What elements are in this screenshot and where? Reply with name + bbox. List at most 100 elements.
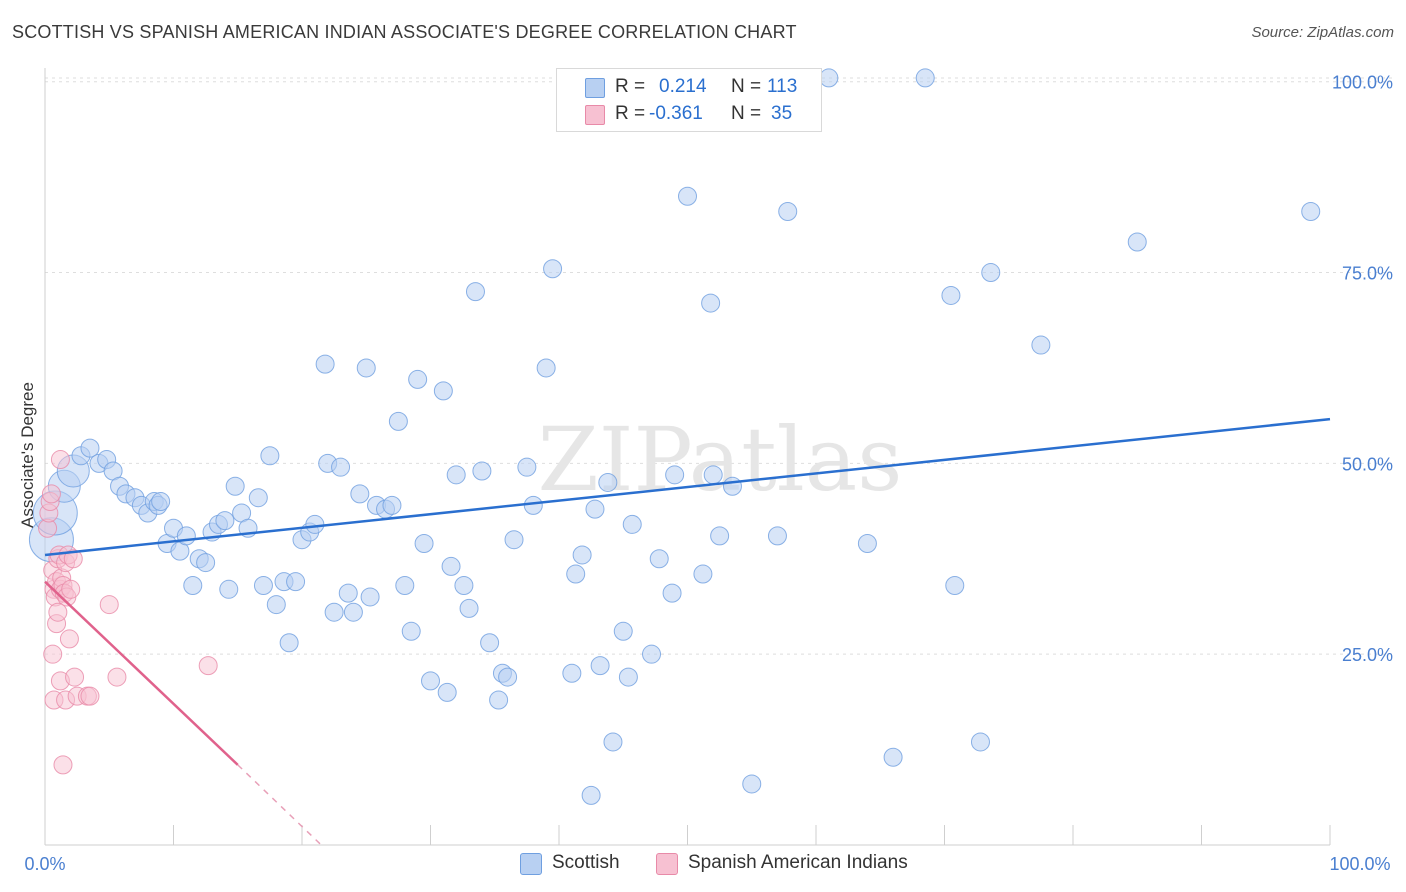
scottish-point xyxy=(382,495,402,515)
spanish-point xyxy=(65,667,85,687)
scottish-point xyxy=(1301,201,1321,221)
legend-r-value-spanish: -0.361 xyxy=(649,103,703,124)
scottish-point xyxy=(414,534,434,554)
scottish-point xyxy=(225,476,245,496)
scottish-point xyxy=(566,564,586,584)
scottish-point xyxy=(248,488,268,508)
spanish-point xyxy=(59,629,79,649)
scottish-point xyxy=(778,201,798,221)
scottish-point xyxy=(585,499,605,519)
scottish-point xyxy=(176,526,196,546)
scottish-point xyxy=(388,411,408,431)
scottish-point xyxy=(286,572,306,592)
scottish-point xyxy=(360,587,380,607)
spanish-point xyxy=(43,644,63,664)
scottish-point xyxy=(523,495,543,515)
scottish-point xyxy=(701,293,721,313)
spanish-point xyxy=(107,667,127,687)
scottish-point xyxy=(649,549,669,569)
scottish-point xyxy=(941,285,961,305)
scottish-point xyxy=(981,263,1001,283)
scottish-point xyxy=(80,438,100,458)
scottish-point xyxy=(421,671,440,691)
scottish-point xyxy=(408,369,428,389)
scottish-point xyxy=(603,732,623,752)
y-tick-label: 75.0% xyxy=(1342,264,1393,284)
legend-r-label: R = xyxy=(615,103,646,124)
legend-swatch-scottish xyxy=(585,78,605,98)
scottish-point xyxy=(324,602,344,622)
axes xyxy=(44,68,1331,846)
scottish-point xyxy=(253,575,273,595)
scottish-point xyxy=(618,667,638,687)
legend-swatch-spanish xyxy=(585,105,605,125)
y-tick-label: 50.0% xyxy=(1342,454,1393,474)
legend-r-value-scottish: 0.214 xyxy=(659,76,707,97)
scottish-point xyxy=(915,68,935,88)
source-label: Source: ZipAtlas.com xyxy=(1251,24,1394,41)
scottish-point xyxy=(1031,335,1051,355)
scottish-point xyxy=(857,534,877,554)
scottish-point xyxy=(331,457,351,477)
scottish-point xyxy=(504,530,524,550)
scottish-point xyxy=(642,644,662,664)
scottish-point xyxy=(613,621,633,641)
trend-lines xyxy=(44,417,1331,846)
spanish-point xyxy=(80,686,100,706)
spanish-point xyxy=(53,755,73,775)
scottish-point xyxy=(742,774,762,794)
scottish-point xyxy=(562,663,582,683)
scottish-point xyxy=(219,579,239,599)
legend-n-label: N = xyxy=(731,103,762,124)
watermark: ZIPatlas xyxy=(538,408,903,511)
scottish-point xyxy=(395,575,415,595)
scottish-point xyxy=(710,526,730,546)
spanish-trend-line xyxy=(44,580,239,766)
legend-n-value-scottish: 113 xyxy=(767,76,798,97)
scottish-point xyxy=(315,354,335,374)
bottom-legend-swatch-scottish xyxy=(520,853,542,875)
scottish-point xyxy=(279,633,299,653)
scottish-point xyxy=(622,514,642,534)
scottish-point xyxy=(305,514,325,534)
spanish-trend-extension xyxy=(237,764,322,846)
scottish-point xyxy=(472,461,492,481)
chart-title: SCOTTISH VS SPANISH AMERICAN INDIAN ASSO… xyxy=(12,22,797,42)
scottish-point xyxy=(970,732,990,752)
bottom-legend-label-scottish: Scottish xyxy=(552,852,620,873)
scottish-point xyxy=(215,511,235,531)
scottish-point xyxy=(572,545,592,565)
scottish-point xyxy=(543,259,563,279)
spanish-points xyxy=(38,450,218,775)
scottish-point xyxy=(678,186,697,206)
bottom-legend-label-spanish: Spanish American Indians xyxy=(688,852,908,873)
scottish-point xyxy=(196,553,216,573)
legend-n-label: N = xyxy=(731,76,762,97)
spanish-point xyxy=(198,656,218,676)
scottish-point xyxy=(767,526,787,546)
scottish-point xyxy=(433,381,453,401)
scottish-point xyxy=(517,457,537,477)
scottish-point xyxy=(356,358,376,378)
scottish-point xyxy=(441,556,461,576)
scottish-point xyxy=(819,68,839,88)
scottish-point xyxy=(343,602,363,622)
scottish-trend-line xyxy=(44,417,1331,557)
scottish-point xyxy=(1127,232,1147,252)
y-tick-label: 25.0% xyxy=(1342,645,1393,665)
spanish-point xyxy=(63,549,83,569)
scottish-point xyxy=(590,656,610,676)
spanish-point xyxy=(48,602,68,622)
scottish-point xyxy=(266,595,286,615)
x-tick-label: 0.0% xyxy=(24,854,65,874)
scottish-point xyxy=(665,465,685,485)
legend-r-label: R = xyxy=(615,76,646,97)
gridlines xyxy=(45,77,1392,655)
scottish-point xyxy=(350,484,370,504)
scottish-point xyxy=(536,358,556,378)
scottish-point xyxy=(693,564,713,584)
scottish-point xyxy=(598,472,618,492)
spanish-point xyxy=(99,595,119,615)
scottish-point xyxy=(437,682,457,702)
legend-n-value-spanish: 35 xyxy=(771,103,793,124)
